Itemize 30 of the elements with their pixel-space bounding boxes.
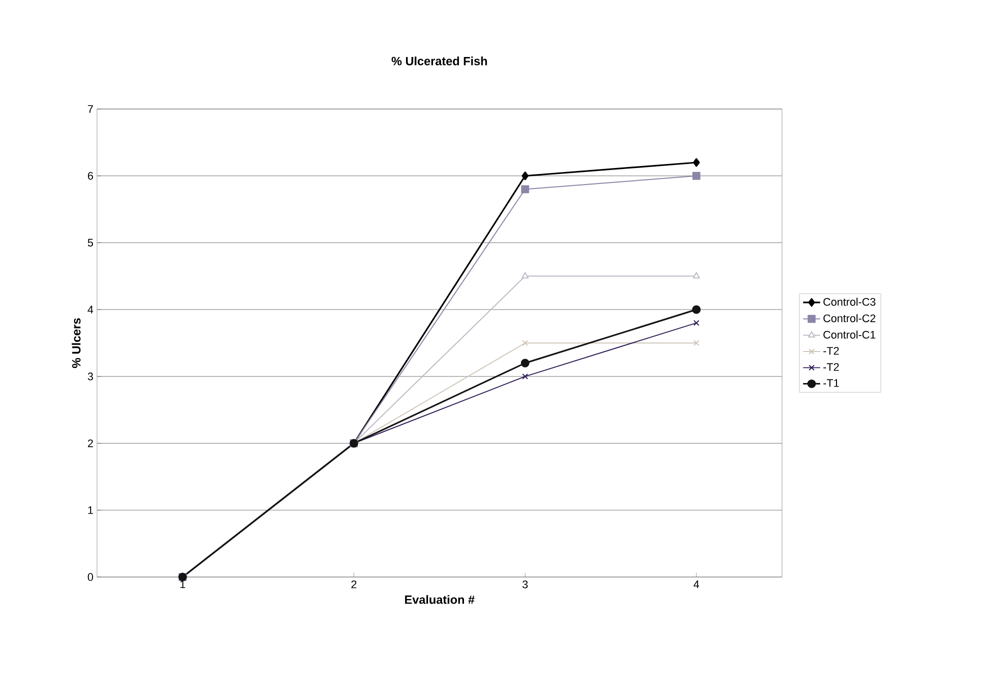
x-axis-title: Evaluation #	[405, 595, 475, 604]
legend-label: -T1	[823, 379, 839, 387]
y-tick-label: 4	[88, 306, 94, 314]
point	[521, 185, 530, 194]
x-tick-label: 3	[522, 580, 528, 588]
y-tick-label: 6	[88, 172, 93, 180]
legend-label: Control-C3	[823, 298, 876, 306]
y-tick-label: 0	[88, 573, 94, 581]
legend-label: -T2	[823, 363, 839, 371]
x-tick-label: 4	[694, 580, 700, 588]
point	[692, 158, 700, 167]
x-tick-label: 2	[351, 580, 356, 588]
chart-title: % Ulcerated Fish	[392, 56, 487, 66]
y-tick-label: 3	[88, 372, 93, 380]
point	[520, 358, 530, 368]
y-tick-label: 7	[88, 105, 93, 113]
point	[522, 340, 528, 346]
point	[692, 305, 701, 314]
point	[693, 320, 700, 326]
point	[692, 172, 700, 180]
legend-label: -T2	[823, 346, 839, 355]
y-tick-label: 2	[88, 439, 93, 448]
y-tick-label: 5	[88, 238, 94, 247]
point	[693, 340, 700, 346]
point	[522, 172, 529, 180]
y-axis-title: % Ulcers	[72, 318, 81, 368]
legend-label: Control-C2	[823, 314, 876, 322]
y-tick-label: 1	[88, 506, 93, 514]
point	[522, 373, 528, 380]
legend-label: Control-C1	[823, 330, 876, 339]
